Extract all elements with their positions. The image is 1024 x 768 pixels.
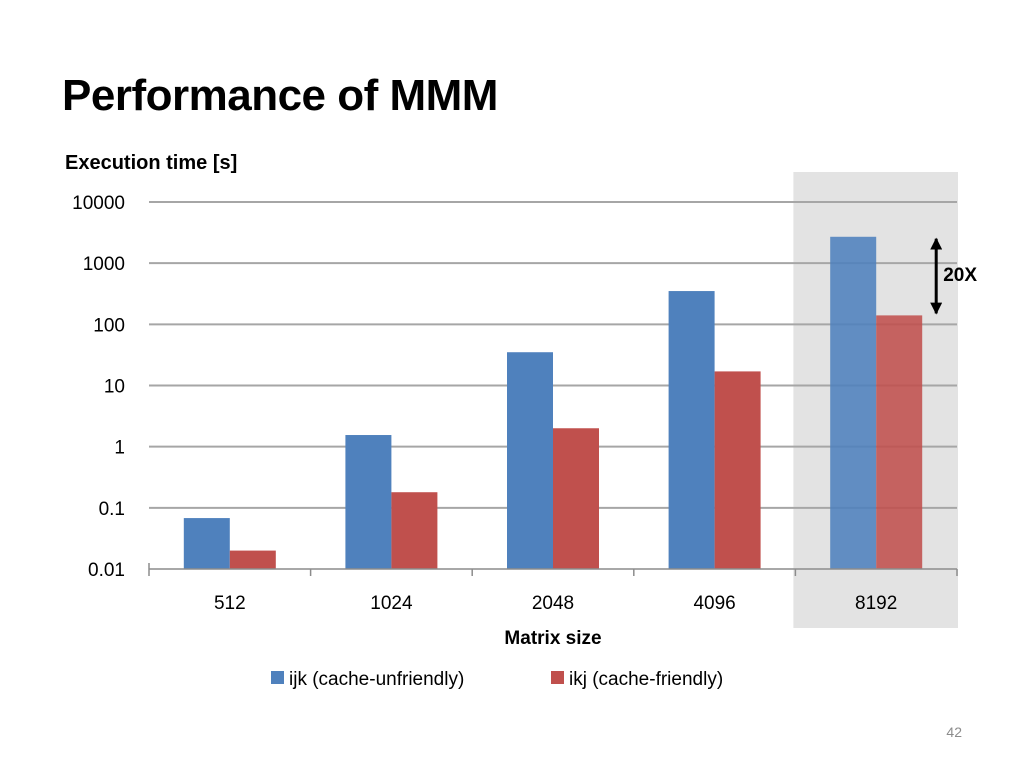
bar-ikj-8192 [876,315,923,569]
bar-ijk-4096 [668,291,715,569]
y-tick-label: 0.1 [99,499,125,520]
legend-swatch-ijk [271,671,284,684]
x-tick-label: 1024 [370,593,413,614]
bar-ijk-2048 [507,352,553,569]
bar-ikj-2048 [553,428,599,569]
legend-label-ikj: ikj (cache-friendly) [569,669,723,690]
x-tick-label: 4096 [693,593,735,614]
x-tick-label: 2048 [532,593,574,614]
x-axis-title: Matrix size [504,628,601,649]
x-tick-label: 8192 [855,593,897,614]
bar-ijk-8192 [830,236,877,569]
slide-number: 42 [946,724,962,740]
bar-ikj-1024 [391,492,438,569]
slide-title: Performance of MMM [62,71,498,120]
bar-ikj-4096 [714,371,761,569]
legend-swatch-ikj [551,671,564,684]
annotation-label: 20X [943,265,977,286]
y-tick-label: 0.01 [88,560,125,581]
x-tick-label: 512 [214,593,246,614]
y-axis-title: Execution time [s] [65,152,237,174]
y-tick-label: 100 [93,315,125,336]
y-tick-label: 1000 [83,254,125,275]
y-tick-label: 1 [114,438,125,459]
y-tick-label: 10 [104,377,125,398]
legend-label-ijk: ijk (cache-unfriendly) [289,669,464,690]
y-tick-label: 10000 [72,193,125,214]
bar-ijk-512 [183,518,230,569]
bar-ikj-512 [229,550,276,569]
bar-ijk-1024 [345,435,392,569]
